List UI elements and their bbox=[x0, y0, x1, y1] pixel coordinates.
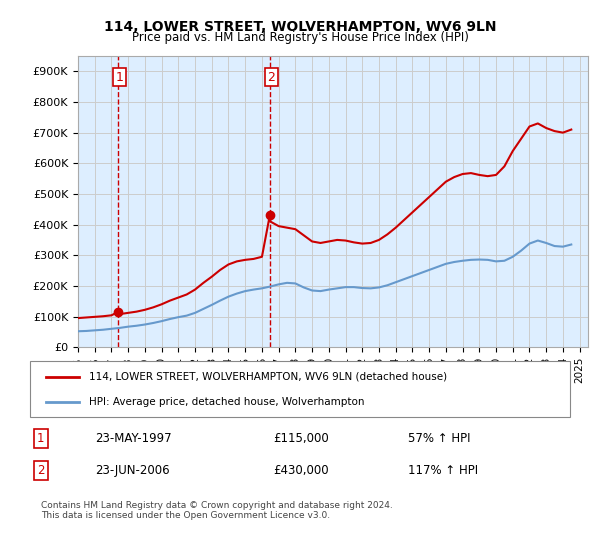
FancyBboxPatch shape bbox=[30, 361, 570, 417]
Text: 23-JUN-2006: 23-JUN-2006 bbox=[95, 464, 169, 477]
Text: 23-MAY-1997: 23-MAY-1997 bbox=[95, 432, 172, 445]
Text: 114, LOWER STREET, WOLVERHAMPTON, WV6 9LN: 114, LOWER STREET, WOLVERHAMPTON, WV6 9L… bbox=[104, 20, 496, 34]
Text: HPI: Average price, detached house, Wolverhampton: HPI: Average price, detached house, Wolv… bbox=[89, 396, 365, 407]
Text: £115,000: £115,000 bbox=[273, 432, 329, 445]
Text: £430,000: £430,000 bbox=[273, 464, 329, 477]
Text: 2: 2 bbox=[37, 464, 44, 477]
Text: Contains HM Land Registry data © Crown copyright and database right 2024.
This d: Contains HM Land Registry data © Crown c… bbox=[41, 501, 392, 520]
Text: 57% ↑ HPI: 57% ↑ HPI bbox=[408, 432, 470, 445]
Text: 117% ↑ HPI: 117% ↑ HPI bbox=[408, 464, 478, 477]
Text: 1: 1 bbox=[115, 71, 124, 83]
Text: 114, LOWER STREET, WOLVERHAMPTON, WV6 9LN (detached house): 114, LOWER STREET, WOLVERHAMPTON, WV6 9L… bbox=[89, 372, 448, 382]
Text: 2: 2 bbox=[267, 71, 275, 83]
Text: Price paid vs. HM Land Registry's House Price Index (HPI): Price paid vs. HM Land Registry's House … bbox=[131, 31, 469, 44]
Text: 1: 1 bbox=[37, 432, 44, 445]
